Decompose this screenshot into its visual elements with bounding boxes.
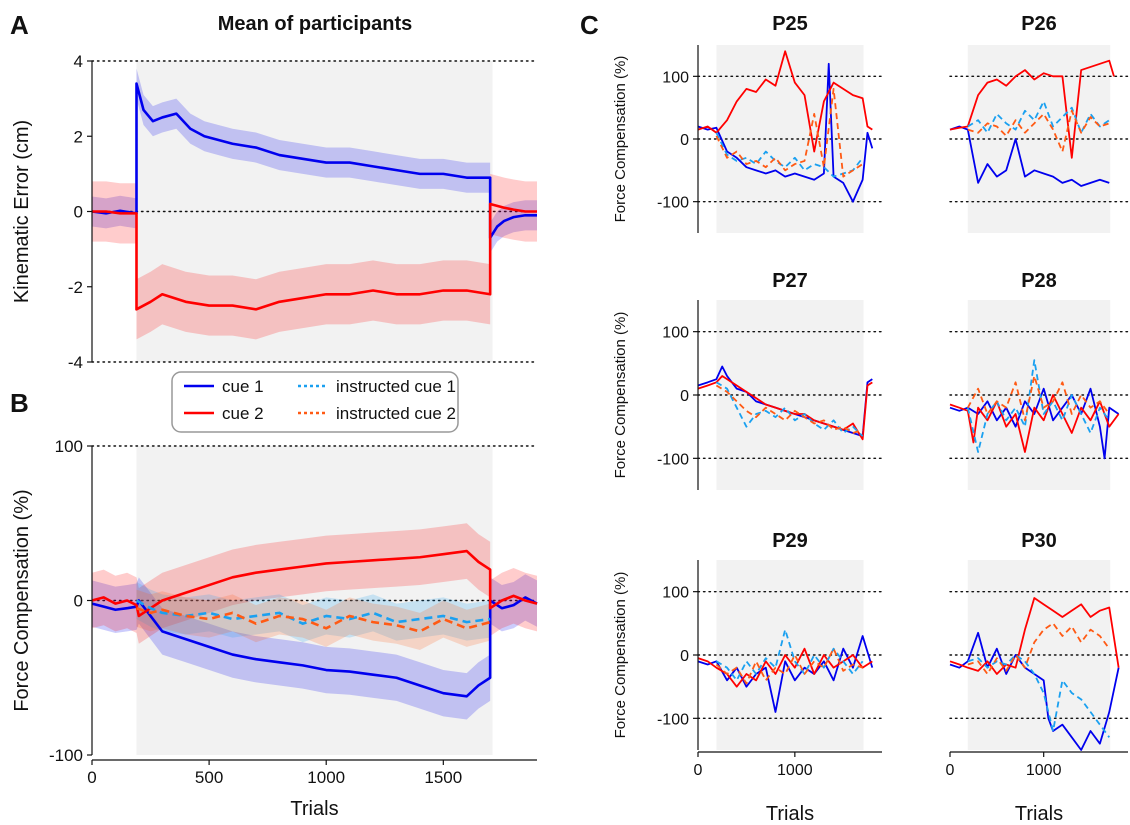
shaded-region — [716, 300, 864, 490]
y-axis-label: Force Compensation (%) — [612, 56, 629, 223]
y-tick-label: -2 — [68, 278, 83, 297]
y-tick-label: 100 — [662, 69, 689, 86]
series-line — [715, 647, 863, 685]
panel-letter-a: A — [10, 10, 29, 40]
y-axis-label: Force Compensation (%) — [612, 572, 629, 739]
series-line — [715, 381, 864, 437]
x-tick-label: 1500 — [424, 768, 462, 787]
series-line — [949, 597, 1120, 675]
x-axis-label: Trials — [1015, 803, 1063, 825]
y-tick-label: 2 — [74, 127, 83, 146]
chart-title: P25 — [772, 13, 808, 35]
y-tick-label: 0 — [680, 648, 689, 665]
chart-p25: -100 0 100 Force Compensation (%) P25 — [612, 13, 883, 233]
series-line — [949, 631, 1120, 751]
y-tick-label: -100 — [49, 746, 83, 765]
chart-p27: -100 0 100 Force Compensation (%) P27 — [612, 270, 883, 490]
series-line — [949, 59, 1115, 159]
series-line — [949, 387, 1120, 460]
legend: cue 1 cue 2 instructed cue 1 instructed cue… — [171, 371, 459, 433]
chart-title: Mean of participants — [218, 13, 412, 35]
legend-label: cue 2 — [222, 404, 264, 423]
chart-title: P28 — [1021, 270, 1057, 292]
x-axis-label: Trials — [290, 798, 338, 820]
x-tick-label: 1000 — [1026, 762, 1062, 779]
y-tick-label: -4 — [68, 353, 83, 372]
series-line — [967, 109, 1110, 153]
series-band — [92, 574, 537, 720]
y-tick-label: 100 — [662, 585, 689, 602]
y-axis-label: Force Compensation (%) — [612, 312, 629, 479]
series-line — [715, 384, 863, 434]
x-tick-label: 0 — [87, 768, 96, 787]
y-axis-label: Kinematic Error (cm) — [11, 120, 33, 303]
y-tick-label: 100 — [55, 437, 83, 456]
series-line — [949, 125, 1110, 187]
series-line — [697, 375, 873, 441]
chart-title: P29 — [772, 530, 808, 552]
chart-title: P30 — [1021, 530, 1057, 552]
x-tick-label: 500 — [195, 768, 223, 787]
series-line — [697, 62, 874, 203]
series-line — [966, 359, 1110, 453]
series-line — [92, 202, 537, 311]
series-line — [91, 549, 538, 618]
shaded-region — [716, 45, 864, 233]
series-line — [715, 628, 864, 682]
chart-p30: 0 1000 Trials P30 — [946, 530, 1129, 825]
series-line — [967, 622, 1110, 675]
series-band — [92, 173, 537, 340]
x-tick-label: 1000 — [777, 762, 813, 779]
series-line — [967, 654, 1110, 738]
legend-label: instructed cue 2 — [336, 404, 456, 423]
x-tick-label: 0 — [694, 762, 703, 779]
charts-layer: -4 -2 0 2 4 Kinematic Error (cm) Mean of parti… — [11, 13, 1129, 825]
y-tick-label: -100 — [657, 195, 689, 212]
legend-box — [171, 371, 459, 433]
y-tick-label: 4 — [74, 52, 83, 71]
y-tick-label: 0 — [680, 388, 689, 405]
x-tick-label: 0 — [946, 762, 955, 779]
panel-letter-c: C — [580, 10, 599, 40]
y-tick-label: 0 — [74, 592, 83, 611]
y-axis-label: Force Compensation (%) — [11, 489, 33, 711]
series-line — [715, 87, 864, 178]
series-line — [697, 50, 873, 153]
y-tick-label: -100 — [657, 711, 689, 728]
chart-p28: P28 — [949, 270, 1129, 490]
y-tick-label: 100 — [662, 325, 689, 342]
series-line — [715, 132, 864, 178]
x-axis-label: Trials — [766, 803, 814, 825]
chart-p26: P26 — [949, 13, 1129, 233]
y-tick-label: 0 — [74, 203, 83, 222]
legend-label: cue 1 — [222, 377, 264, 396]
series-line — [949, 394, 1120, 453]
y-tick-label: -100 — [657, 451, 689, 468]
chart-a: -4 -2 0 2 4 Kinematic Error (cm) Mean of parti… — [11, 13, 538, 372]
legend-label: instructed cue 1 — [336, 377, 456, 396]
panel-letter-b: B — [10, 388, 29, 418]
series-line — [91, 596, 538, 698]
chart-title: P27 — [772, 270, 808, 292]
x-tick-label: 1000 — [307, 768, 345, 787]
series-line — [697, 635, 874, 713]
series-line — [136, 606, 491, 633]
y-tick-label: 0 — [680, 132, 689, 149]
series-line — [967, 375, 1110, 422]
chart-title: P26 — [1021, 13, 1057, 35]
